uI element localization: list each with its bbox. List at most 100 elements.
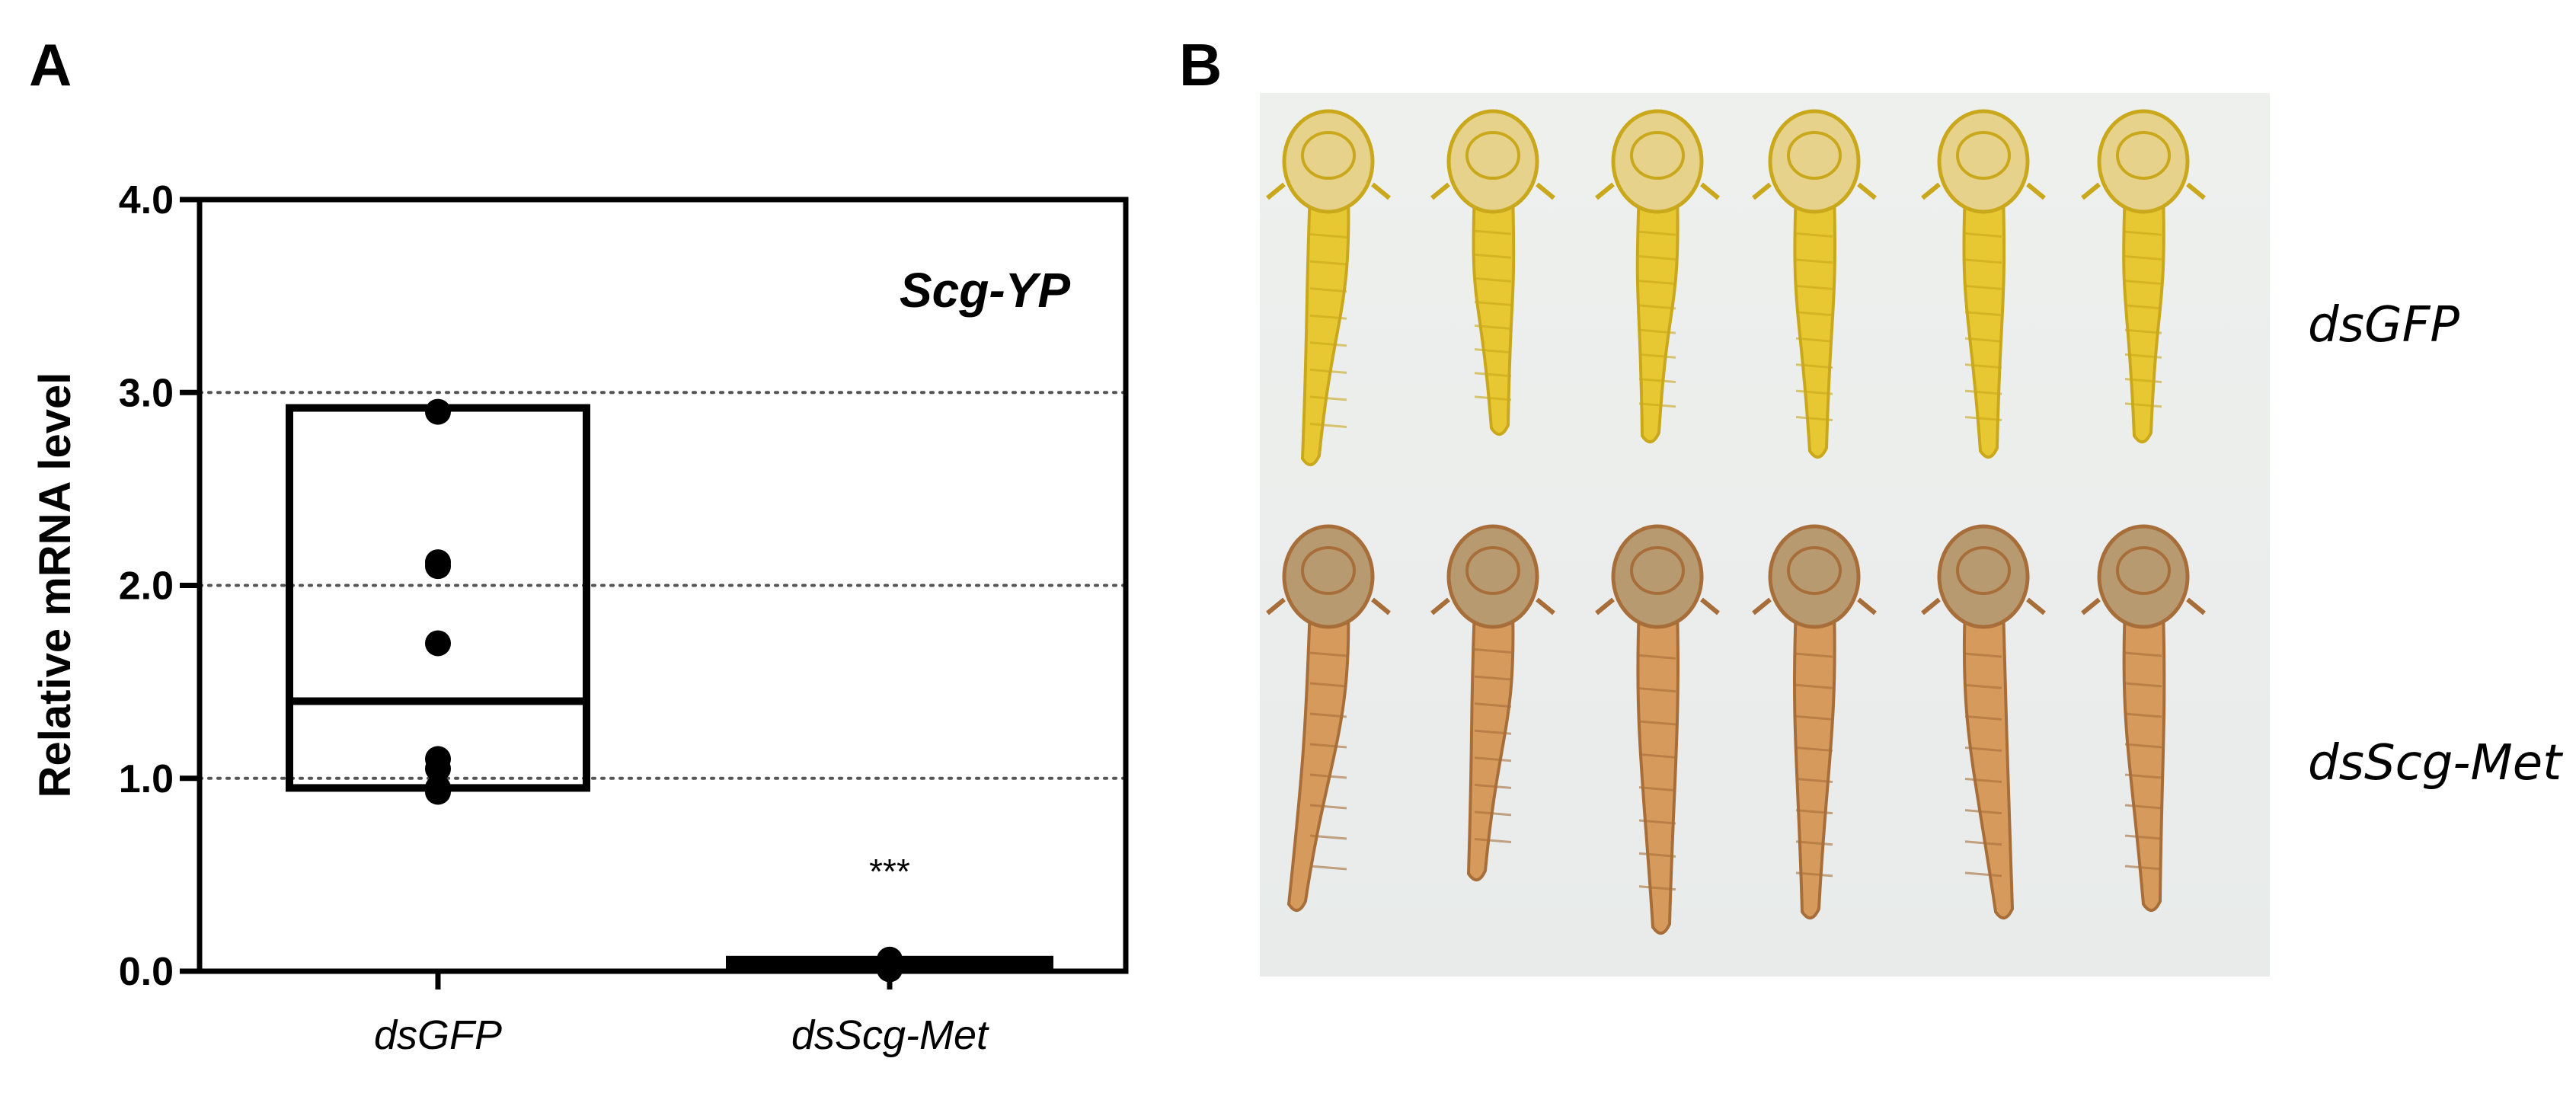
larva-leg (1536, 182, 1555, 200)
larva-segment (1309, 682, 1347, 688)
larvae-photo (1260, 93, 2270, 977)
larva-segment (2124, 804, 2162, 810)
larva-segment (1964, 284, 2002, 290)
larvae-row-dsscg-met (1266, 524, 2206, 935)
box-dsGFP (286, 404, 590, 792)
larva-segment (1474, 675, 1512, 681)
larva (1430, 109, 1555, 436)
larva-head-detail (1787, 546, 1842, 595)
y-tick-label: 2.0 (119, 564, 174, 609)
larva-leg (1430, 597, 1450, 615)
y-tick-label: 1.0 (119, 757, 174, 801)
larva-segment (2124, 743, 2162, 749)
larva-segment (1638, 280, 1676, 286)
larva-segment (2124, 773, 2162, 779)
larva-segment (1474, 300, 1512, 306)
larva-segment (2124, 328, 2162, 334)
larva-head-detail (1956, 546, 2011, 595)
larva-segment (1309, 773, 1347, 779)
larva-segment (1964, 416, 2002, 422)
larva-segment (1309, 260, 1347, 266)
larva-segment (1474, 372, 1512, 378)
chart-labels: Relative mRNA level Scg-YP *** (30, 263, 1070, 891)
larva-segment (1795, 809, 1833, 815)
larva-head-detail (1630, 546, 1685, 595)
larva-segment (1964, 258, 2002, 264)
larva-segment (1964, 311, 2002, 317)
larva-segment (1309, 834, 1347, 840)
larva-segment (1795, 363, 1833, 369)
larva-leg (1266, 597, 1286, 615)
larva-segment (1474, 395, 1512, 401)
y-tick-label: 4.0 (119, 178, 174, 222)
data-point (425, 778, 451, 805)
panel-label-b: B (1179, 31, 1222, 98)
gene-label: Scg-YP (900, 263, 1070, 318)
larva-head (1611, 109, 1704, 214)
data-point (425, 553, 451, 580)
larva-segment (1795, 258, 1833, 264)
larva-body (1962, 190, 2006, 459)
larva-leg (1921, 597, 1941, 615)
larva-segment (1638, 654, 1676, 660)
larva-segment (1638, 353, 1676, 359)
larva-segment (1964, 871, 2002, 878)
larva-segment (1638, 230, 1676, 236)
larva-segment (1795, 840, 1833, 846)
larva-head (2097, 524, 2190, 629)
larva-leg (1857, 597, 1877, 615)
larva-head (1611, 524, 1704, 629)
larva-leg (2186, 597, 2206, 615)
x-tick-label: dsGFP (374, 1012, 502, 1058)
larva-segment (2124, 651, 2162, 657)
larva (1595, 109, 1720, 443)
larva-segment (1795, 389, 1833, 395)
larva-leg (1752, 597, 1772, 615)
row-label-dsgfp: dsGFP (2308, 297, 2459, 353)
larva-segment (1795, 871, 1833, 878)
larva-leg (1857, 182, 1877, 200)
larva-segment (1795, 311, 1833, 317)
larva-leg (1371, 182, 1391, 200)
larva-leg (1700, 182, 1720, 200)
larva-segment (1474, 810, 1512, 817)
larva-segment (1964, 778, 2002, 784)
larva-segment (1795, 337, 1833, 343)
larva-segment (1638, 852, 1676, 858)
larva-head (1937, 524, 2030, 629)
larva-leg (1536, 597, 1555, 615)
larva-segment (1795, 778, 1833, 784)
larva (1921, 524, 2046, 919)
larva-leg (2081, 597, 2101, 615)
larva-leg (1430, 182, 1450, 200)
larva-segment (2124, 353, 2162, 359)
larva-head (1446, 109, 1539, 214)
larva-body (1286, 606, 1350, 912)
larva-segment (2124, 712, 2162, 718)
larva-segment (1474, 783, 1512, 789)
larva-leg (1595, 597, 1615, 615)
larva-segment (1309, 651, 1347, 657)
larva-segment (1964, 840, 2002, 846)
box-plot: 0.0 1.0 2.0 3.0 4.0 dsGFP dsScg-Met Relative m… (30, 178, 1129, 1058)
larva-head-detail (1465, 546, 1520, 595)
larva-segment (2124, 682, 2162, 688)
data-point (425, 630, 451, 657)
gridlines (198, 391, 1127, 780)
larva-segment (1309, 233, 1347, 239)
larva-leg (2081, 182, 2101, 200)
larva-segment (1964, 715, 2002, 721)
y-tick-label: 3.0 (119, 371, 174, 415)
larva-segment (1309, 743, 1347, 749)
larva-segment (1638, 304, 1676, 310)
larva (1595, 524, 1720, 935)
larva-segment (1638, 885, 1676, 891)
larva-body (1793, 190, 1836, 459)
y-tick-label: 0.0 (119, 950, 174, 994)
larva-segment (1309, 287, 1347, 293)
larva-segment (1964, 652, 2002, 658)
larva-segment (1474, 837, 1512, 843)
larva-head-detail (2116, 546, 2171, 595)
larva-segment (1964, 683, 2002, 689)
larva (2081, 524, 2206, 912)
